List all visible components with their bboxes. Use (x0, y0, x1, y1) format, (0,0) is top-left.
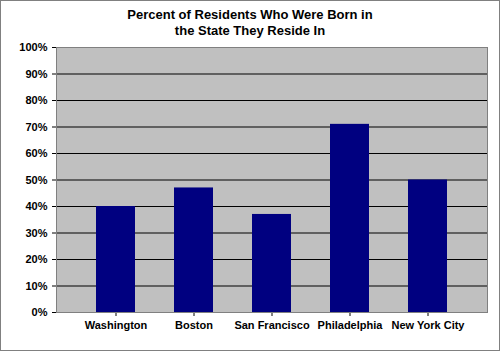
svg-text:60%: 60% (25, 147, 47, 159)
svg-text:New York City: New York City (392, 319, 466, 331)
svg-text:0%: 0% (32, 306, 48, 318)
svg-text:Philadelphia: Philadelphia (318, 319, 384, 331)
svg-text:30%: 30% (25, 227, 47, 239)
svg-text:San Francisco: San Francisco (234, 319, 309, 331)
svg-text:70%: 70% (25, 121, 47, 133)
svg-text:50%: 50% (25, 174, 47, 186)
svg-text:20%: 20% (25, 253, 47, 265)
html-text:Percent of Residents Who Were: Percent of Residents Who Were Born in th… (127, 7, 373, 38)
svg-text:40%: 40% (25, 200, 47, 212)
svg-text:80%: 80% (25, 94, 47, 106)
svg-text:Boston: Boston (175, 319, 213, 331)
svg-text:90%: 90% (25, 68, 47, 80)
svg-text:Washington: Washington (85, 319, 148, 331)
svg-text:100%: 100% (19, 41, 47, 53)
svg-text:10%: 10% (25, 280, 47, 292)
